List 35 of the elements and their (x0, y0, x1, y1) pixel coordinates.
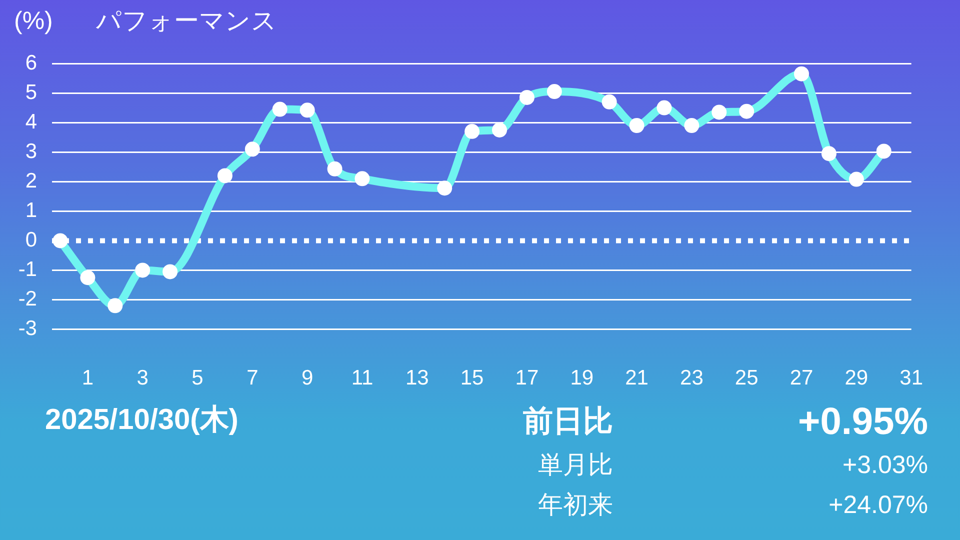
x-tick-label: 7 (246, 366, 258, 390)
text: 年初来 (538, 490, 613, 518)
y-tick-label: -1 (18, 258, 37, 282)
x-tick-label: 29 (844, 366, 868, 390)
x-tick-label: 27 (790, 366, 814, 390)
x-tick-label: 19 (570, 366, 594, 390)
y-tick-label: 6 (25, 51, 37, 74)
x-tick-label: 25 (734, 366, 758, 390)
text: +0.95% (798, 401, 928, 443)
y-tick-label: 5 (25, 80, 37, 104)
x-tick-label: 15 (460, 366, 484, 390)
y-tick-label: 3 (25, 140, 37, 163)
x-tick-label: 1 (82, 366, 94, 390)
x-tick-label: 9 (301, 366, 314, 390)
y-tick-label: 1 (25, 198, 37, 222)
text: 2025/10/30(木) (45, 404, 238, 436)
text: 前日比 (523, 405, 613, 438)
x-tick-label: 11 (351, 366, 374, 390)
x-tick-label: 13 (405, 366, 429, 390)
x-tick-label: 23 (680, 366, 704, 390)
y-tick-label: 4 (25, 110, 38, 134)
text: 単月比 (538, 450, 613, 478)
x-tick-label: 5 (192, 366, 204, 390)
x-tick-label: 3 (136, 366, 148, 390)
y-tick-label: -2 (18, 288, 37, 311)
text: +24.07% (828, 490, 928, 518)
chart-title: パフォーマンス (96, 7, 277, 35)
y-tick-label: 2 (25, 169, 37, 192)
text: +3.03% (842, 450, 928, 478)
x-tick-label: 21 (625, 366, 648, 390)
y-axis-title: (%) (14, 7, 53, 35)
y-tick-label: -3 (18, 317, 37, 340)
x-tick-label: 31 (900, 366, 923, 390)
y-tick-label: 0 (25, 228, 37, 252)
x-tick-label: 17 (515, 366, 539, 390)
